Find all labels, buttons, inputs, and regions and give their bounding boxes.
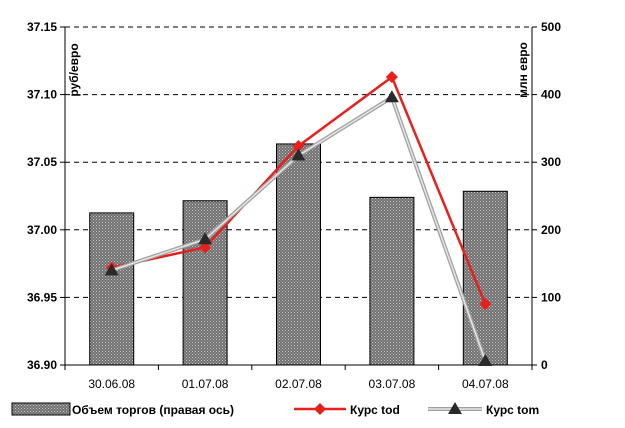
legend-swatch-volume bbox=[11, 402, 71, 416]
left-axis-title: руб/евро bbox=[67, 43, 81, 96]
right-tick-label: 400 bbox=[541, 88, 561, 102]
volume-bar bbox=[462, 190, 508, 366]
left-tick-label: 37.05 bbox=[27, 155, 57, 169]
volume-bar bbox=[276, 143, 321, 366]
tod-point-diamond bbox=[385, 71, 398, 84]
legend: Объем торгов (правая ось) Курс tod Курс to… bbox=[11, 402, 539, 417]
tom-point-triangle bbox=[198, 232, 213, 245]
left-tick-label: 37.10 bbox=[27, 88, 57, 102]
right-tick-label: 500 bbox=[541, 20, 561, 34]
tom-point-triangle bbox=[384, 90, 399, 103]
category-label: 30.06.08 bbox=[88, 377, 135, 391]
volume-bar bbox=[369, 196, 415, 366]
rate-lines bbox=[104, 71, 493, 366]
left-tick-label: 37.15 bbox=[27, 20, 57, 34]
legend-swatch-tom-marker bbox=[448, 402, 462, 414]
right-tick-label: 300 bbox=[541, 155, 561, 169]
volume-bars bbox=[89, 143, 508, 366]
left-tick-label: 36.95 bbox=[27, 290, 57, 304]
legend-swatch-tod-marker bbox=[314, 403, 326, 415]
legend-label-volume: Объем торгов (правая ось) bbox=[72, 403, 234, 417]
tod-point-diamond bbox=[479, 298, 492, 311]
tom-point-triangle bbox=[104, 263, 119, 276]
right-tick-label: 200 bbox=[541, 223, 561, 237]
category-label: 01.07.08 bbox=[182, 377, 229, 391]
right-axis-title: млн евро bbox=[516, 42, 530, 98]
volume-bar bbox=[89, 212, 135, 366]
tod-point-diamond bbox=[199, 241, 212, 254]
tom-point-triangle bbox=[291, 148, 306, 161]
right-tick-label: 100 bbox=[541, 290, 561, 304]
legend-label-tom: Курс tom bbox=[486, 403, 539, 417]
category-label: 03.07.08 bbox=[369, 377, 416, 391]
category-label: 02.07.08 bbox=[275, 377, 322, 391]
axes bbox=[60, 26, 537, 370]
category-label: 04.07.08 bbox=[462, 377, 509, 391]
left-tick-label: 36.90 bbox=[27, 358, 57, 372]
tom-point-triangle bbox=[478, 353, 493, 366]
tick-labels: 36.90 36.95 37.00 37.05 37.10 37.15 0 100 200 300… bbox=[27, 20, 561, 391]
right-tick-label: 0 bbox=[541, 358, 548, 372]
tod-point-diamond bbox=[292, 139, 305, 152]
left-tick-label: 37.00 bbox=[27, 223, 57, 237]
legend-label-tod: Курс tod bbox=[350, 403, 400, 417]
